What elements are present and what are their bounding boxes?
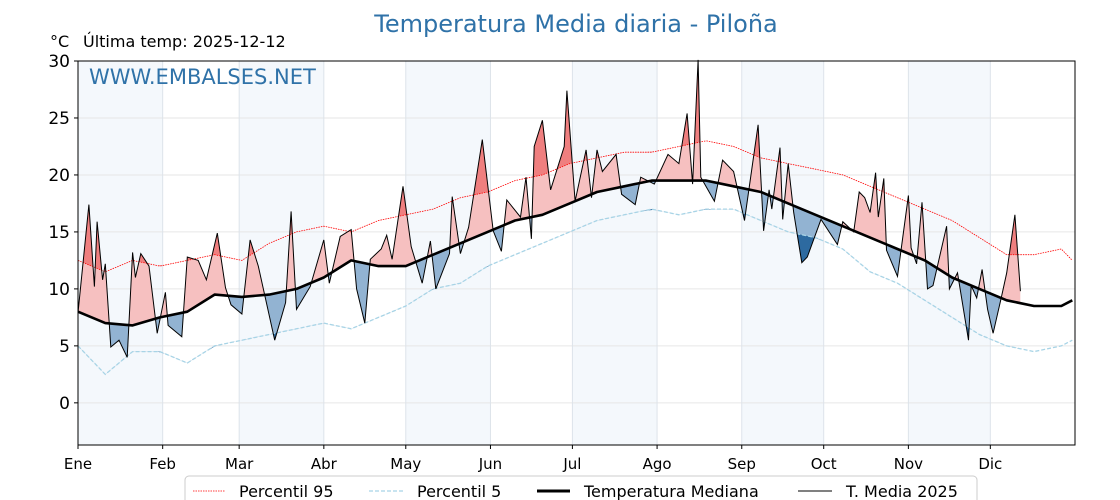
y-tick-label: 30 [48, 52, 70, 72]
legend-label-p5: Percentil 5 [417, 482, 501, 500]
legend-label-2025: T. Media 2025 [845, 482, 958, 500]
y-tick-label: 20 [48, 166, 70, 186]
year-2025-line [77, 59, 1021, 358]
median-line [77, 179, 1073, 327]
month-shade-sep [741, 61, 824, 445]
legend: Percentil 95 Percentil 5 Temperatura Med… [184, 475, 978, 500]
last-update-label: Última temp: 2025-12-12 [83, 32, 286, 51]
month-shade-jul [572, 61, 658, 445]
x-tick-label-ene: Ene [64, 455, 92, 473]
x-tick-label-abr: Abr [311, 455, 338, 473]
chart-title: Temperatura Media diaria - Piloña [373, 10, 778, 38]
plot-frame [77, 60, 1076, 446]
y-axis-unit: °C [50, 32, 69, 51]
x-tick-label-oct: Oct [811, 455, 837, 473]
y-tick-label: 10 [48, 280, 70, 300]
x-tick-label-feb: Feb [149, 455, 176, 473]
x-tick-label-sep: Sep [728, 455, 756, 473]
x-tick-label-nov: Nov [894, 455, 923, 473]
y-tick-label: 0 [59, 394, 70, 414]
legend-label-p95: Percentil 95 [239, 482, 334, 500]
y-tick-label: 15 [48, 223, 70, 243]
anomaly-fills [78, 59, 1021, 375]
x-tick-label-mar: Mar [225, 455, 254, 473]
axes: 0 5 10 15 20 25 30 Ene Feb Mar Abr May Jun Jul Ago Sep O… [48, 52, 1002, 473]
y-tick-label: 25 [48, 109, 70, 129]
legend-box [184, 475, 978, 500]
x-tick-label-dic: Dic [978, 455, 1002, 473]
series-lines [77, 59, 1073, 376]
y-tick-label: 5 [59, 337, 70, 357]
x-tick-label-jul: Jul [562, 455, 581, 473]
legend-label-median: Temperatura Mediana [583, 482, 759, 500]
x-tick-label-jun: Jun [478, 455, 502, 473]
x-tick-label-may: May [390, 455, 421, 473]
p95-line [77, 140, 1073, 273]
above-median-fill [78, 59, 1021, 326]
month-shading [78, 61, 991, 445]
x-tick-label-ago: Ago [643, 455, 672, 473]
p5-line [77, 208, 1073, 376]
watermark: WWW.EMBALSES.NET [89, 65, 316, 89]
